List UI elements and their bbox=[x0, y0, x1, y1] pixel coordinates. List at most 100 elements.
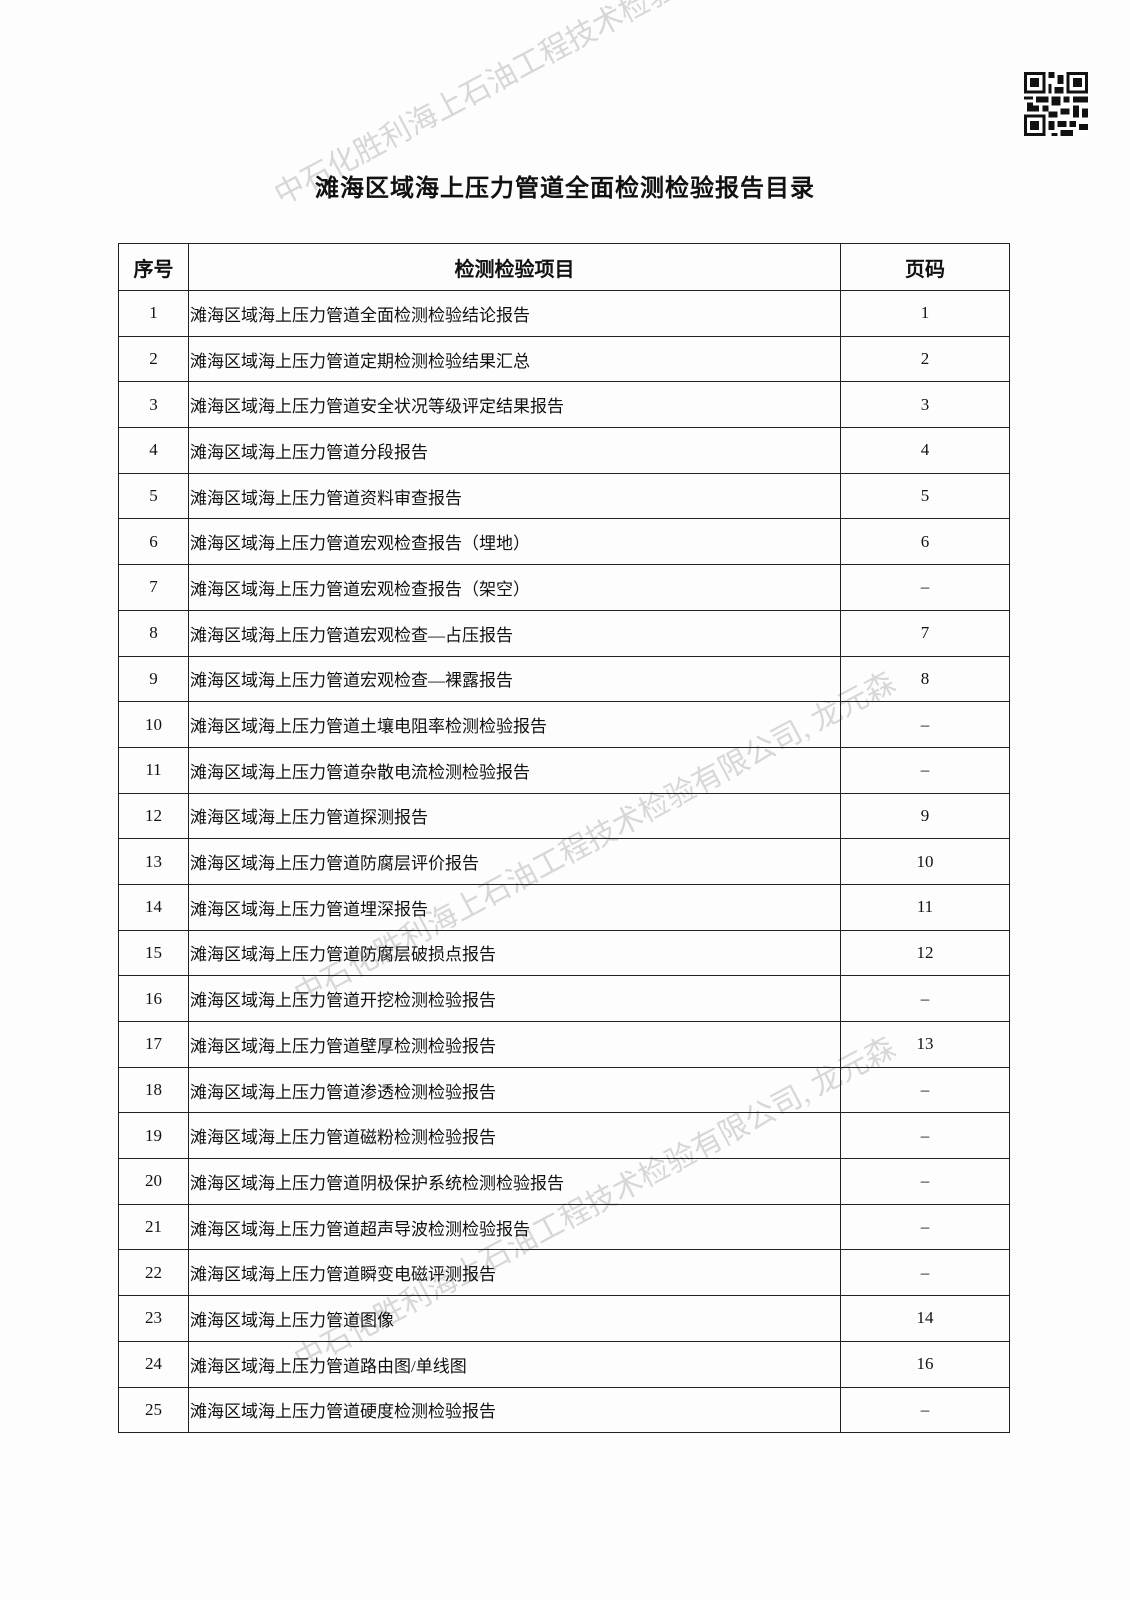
row-index: 10 bbox=[118, 701, 189, 748]
row-index: 19 bbox=[118, 1112, 189, 1160]
row-page: – bbox=[840, 1158, 1010, 1205]
header-item: 检测检验项目 bbox=[188, 243, 841, 291]
row-index: 9 bbox=[118, 655, 189, 703]
table-row: 10 滩海区域海上压力管道土壤电阻率检测检验报告 – bbox=[118, 701, 1010, 748]
row-page: – bbox=[840, 746, 1010, 794]
table-row: 12 滩海区域海上压力管道探测报告 9 bbox=[118, 792, 1010, 840]
table-row: 8 滩海区域海上压力管道宏观检查—占压报告 7 bbox=[118, 609, 1010, 657]
row-page: 4 bbox=[840, 427, 1010, 474]
row-index: 2 bbox=[118, 335, 189, 383]
table-row: 14 滩海区域海上压力管道埋深报告 11 bbox=[118, 883, 1010, 931]
row-index: 7 bbox=[118, 564, 189, 611]
header-page: 页码 bbox=[840, 243, 1010, 291]
row-page: – bbox=[840, 1066, 1010, 1114]
row-item: 滩海区域海上压力管道路由图/单线图 bbox=[188, 1340, 841, 1388]
row-index: 16 bbox=[118, 975, 189, 1022]
table-row: 21 滩海区域海上压力管道超声导波检测检验报告 – bbox=[118, 1203, 1010, 1251]
row-page: 12 bbox=[840, 929, 1010, 977]
table-row: 13 滩海区域海上压力管道防腐层评价报告 10 bbox=[118, 838, 1010, 885]
row-item: 滩海区域海上压力管道宏观检查报告（架空） bbox=[188, 564, 841, 611]
row-index: 1 bbox=[118, 290, 189, 337]
row-item: 滩海区域海上压力管道杂散电流检测检验报告 bbox=[188, 746, 841, 794]
table-row: 23 滩海区域海上压力管道图像 14 bbox=[118, 1295, 1010, 1342]
row-item: 滩海区域海上压力管道土壤电阻率检测检验报告 bbox=[188, 701, 841, 748]
row-index: 5 bbox=[118, 472, 189, 520]
row-item: 滩海区域海上压力管道分段报告 bbox=[188, 427, 841, 474]
row-index: 25 bbox=[118, 1386, 189, 1434]
row-index: 11 bbox=[118, 746, 189, 794]
row-item: 滩海区域海上压力管道瞬变电磁评测报告 bbox=[188, 1249, 841, 1297]
row-item: 滩海区域海上压力管道防腐层评价报告 bbox=[188, 838, 841, 885]
row-index: 14 bbox=[118, 883, 189, 931]
row-item: 滩海区域海上压力管道硬度检测检验报告 bbox=[188, 1386, 841, 1434]
table-row: 5 滩海区域海上压力管道资料审查报告 5 bbox=[118, 472, 1010, 520]
row-page: 11 bbox=[840, 883, 1010, 931]
row-item: 滩海区域海上压力管道宏观检查—裸露报告 bbox=[188, 655, 841, 703]
row-page: 14 bbox=[840, 1295, 1010, 1342]
row-page: 3 bbox=[840, 381, 1010, 429]
row-page: – bbox=[840, 564, 1010, 611]
table-row: 6 滩海区域海上压力管道宏观检查报告（埋地） 6 bbox=[118, 518, 1010, 566]
row-index: 3 bbox=[118, 381, 189, 429]
header-index: 序号 bbox=[118, 243, 189, 291]
row-page: 9 bbox=[840, 792, 1010, 840]
row-page: – bbox=[840, 701, 1010, 748]
row-item: 滩海区域海上压力管道定期检测检验结果汇总 bbox=[188, 335, 841, 383]
row-page: – bbox=[840, 1386, 1010, 1434]
row-page: 1 bbox=[840, 290, 1010, 337]
row-item: 滩海区域海上压力管道全面检测检验结论报告 bbox=[188, 290, 841, 337]
row-item: 滩海区域海上压力管道壁厚检测检验报告 bbox=[188, 1021, 841, 1068]
row-page: 7 bbox=[840, 609, 1010, 657]
row-index: 22 bbox=[118, 1249, 189, 1297]
table-row: 19 滩海区域海上压力管道磁粉检测检验报告 – bbox=[118, 1112, 1010, 1160]
row-index: 17 bbox=[118, 1021, 189, 1068]
table-row: 7 滩海区域海上压力管道宏观检查报告（架空） – bbox=[118, 564, 1010, 611]
row-index: 20 bbox=[118, 1158, 189, 1205]
row-page: 6 bbox=[840, 518, 1010, 566]
row-item: 滩海区域海上压力管道超声导波检测检验报告 bbox=[188, 1203, 841, 1251]
row-page: 2 bbox=[840, 335, 1010, 383]
row-item: 滩海区域海上压力管道资料审查报告 bbox=[188, 472, 841, 520]
contents-table: 序号 检测检验项目 页码 1 滩海区域海上压力管道全面检测检验结论报告 1 2 滩海区域… bbox=[118, 243, 1010, 1434]
row-item: 滩海区域海上压力管道宏观检查—占压报告 bbox=[188, 609, 841, 657]
row-page: 13 bbox=[840, 1021, 1010, 1068]
row-page: 10 bbox=[840, 838, 1010, 885]
row-item: 滩海区域海上压力管道防腐层破损点报告 bbox=[188, 929, 841, 977]
row-item: 滩海区域海上压力管道渗透检测检验报告 bbox=[188, 1066, 841, 1114]
table-row: 17 滩海区域海上压力管道壁厚检测检验报告 13 bbox=[118, 1021, 1010, 1068]
table-row: 25 滩海区域海上压力管道硬度检测检验报告 – bbox=[118, 1386, 1010, 1434]
table-header-row: 序号 检测检验项目 页码 bbox=[118, 243, 1010, 291]
table-row: 2 滩海区域海上压力管道定期检测检验结果汇总 2 bbox=[118, 335, 1010, 383]
row-page: – bbox=[840, 1112, 1010, 1160]
row-page: 8 bbox=[840, 655, 1010, 703]
row-page: 16 bbox=[840, 1340, 1010, 1388]
row-index: 6 bbox=[118, 518, 189, 566]
row-index: 8 bbox=[118, 609, 189, 657]
row-page: – bbox=[840, 975, 1010, 1022]
row-index: 24 bbox=[118, 1340, 189, 1388]
row-index: 21 bbox=[118, 1203, 189, 1251]
table-row: 24 滩海区域海上压力管道路由图/单线图 16 bbox=[118, 1340, 1010, 1388]
table-row: 3 滩海区域海上压力管道安全状况等级评定结果报告 3 bbox=[118, 381, 1010, 429]
table-row: 20 滩海区域海上压力管道阴极保护系统检测检验报告 – bbox=[118, 1158, 1010, 1205]
row-index: 18 bbox=[118, 1066, 189, 1114]
row-page: – bbox=[840, 1249, 1010, 1297]
row-item: 滩海区域海上压力管道探测报告 bbox=[188, 792, 841, 840]
row-item: 滩海区域海上压力管道图像 bbox=[188, 1295, 841, 1342]
qr-code-icon bbox=[1024, 72, 1088, 136]
row-index: 4 bbox=[118, 427, 189, 474]
row-item: 滩海区域海上压力管道宏观检查报告（埋地） bbox=[188, 518, 841, 566]
page-title: 滩海区域海上压力管道全面检测检验报告目录 bbox=[315, 174, 815, 202]
row-index: 13 bbox=[118, 838, 189, 885]
table-row: 16 滩海区域海上压力管道开挖检测检验报告 – bbox=[118, 975, 1010, 1022]
row-index: 23 bbox=[118, 1295, 189, 1342]
table-row: 18 滩海区域海上压力管道渗透检测检验报告 – bbox=[118, 1066, 1010, 1114]
row-index: 15 bbox=[118, 929, 189, 977]
table-row: 9 滩海区域海上压力管道宏观检查—裸露报告 8 bbox=[118, 655, 1010, 703]
table-row: 22 滩海区域海上压力管道瞬变电磁评测报告 – bbox=[118, 1249, 1010, 1297]
row-item: 滩海区域海上压力管道磁粉检测检验报告 bbox=[188, 1112, 841, 1160]
row-item: 滩海区域海上压力管道安全状况等级评定结果报告 bbox=[188, 381, 841, 429]
row-item: 滩海区域海上压力管道开挖检测检验报告 bbox=[188, 975, 841, 1022]
table-row: 4 滩海区域海上压力管道分段报告 4 bbox=[118, 427, 1010, 474]
